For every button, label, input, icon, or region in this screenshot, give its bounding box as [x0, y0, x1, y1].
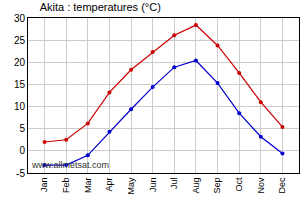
- svg-text:Jan: Jan: [39, 178, 49, 193]
- svg-text:0: 0: [19, 145, 25, 156]
- svg-text:25: 25: [14, 35, 26, 46]
- svg-text:30: 30: [14, 13, 26, 24]
- svg-text:Akita : temperatures (°C): Akita : temperatures (°C): [40, 1, 161, 13]
- svg-text:Jun: Jun: [148, 178, 158, 193]
- svg-text:20: 20: [14, 57, 26, 68]
- svg-text:15: 15: [14, 79, 26, 90]
- svg-text:May: May: [126, 177, 136, 195]
- svg-text:Dec: Dec: [277, 177, 287, 194]
- svg-text:-5: -5: [16, 168, 25, 179]
- svg-text:Feb: Feb: [61, 178, 71, 194]
- svg-text:Sep: Sep: [212, 178, 222, 194]
- svg-text:www.allmetsat.com: www.allmetsat.com: [31, 160, 109, 170]
- svg-text:Mar: Mar: [83, 178, 93, 194]
- svg-text:Nov: Nov: [256, 177, 266, 194]
- svg-text:Oct: Oct: [234, 177, 244, 192]
- svg-text:Aug: Aug: [191, 178, 201, 194]
- svg-text:Apr: Apr: [104, 178, 114, 192]
- svg-text:Jul: Jul: [169, 178, 179, 190]
- svg-text:5: 5: [19, 123, 25, 134]
- svg-text:10: 10: [14, 101, 26, 112]
